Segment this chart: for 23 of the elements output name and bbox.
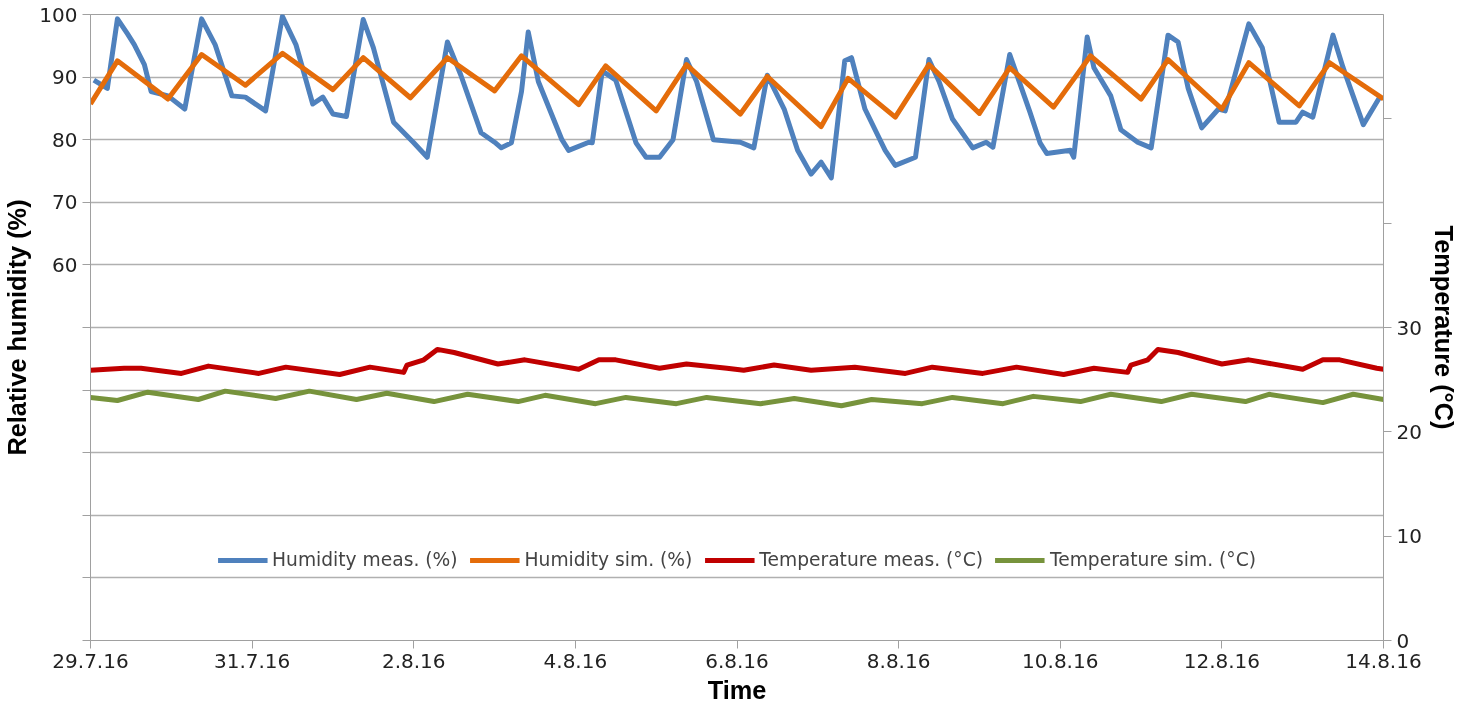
legend-label: Humidity meas. (%): [272, 549, 458, 570]
x-tick-label: 31.7.16: [213, 648, 291, 673]
y2-tick-label: 10: [1396, 524, 1422, 549]
legend-label: Humidity sim. (%): [524, 549, 693, 570]
x-axis-title: Time: [707, 675, 767, 704]
y2-axis-title: Temperature (°C): [1429, 225, 1458, 430]
x-tick-label: 12.8.16: [1183, 648, 1261, 673]
y-tick-label: 80: [52, 127, 78, 152]
y-tick-label: 100: [39, 2, 78, 27]
y2-tick-label: 30: [1396, 315, 1422, 340]
x-tick-label: 6.8.16: [705, 648, 769, 673]
legend-label: Temperature meas. (°C): [759, 549, 983, 570]
x-tick-label: 10.8.16: [1022, 648, 1099, 673]
x-tick-label: 4.8.16: [543, 648, 608, 673]
y-axis-title: Relative humidity (%): [3, 199, 32, 456]
x-tick-label: 29.7.16: [52, 648, 129, 673]
y-tick-label: 60: [52, 252, 78, 277]
y-tick-label: 70: [52, 190, 78, 215]
x-tick-label: 8.8.16: [866, 648, 931, 673]
y2-tick-label: 20: [1396, 419, 1422, 444]
x-tick-label: 2.8.16: [381, 648, 446, 673]
y-tick-label: 90: [52, 65, 78, 90]
legend-label: Temperature sim. (°C): [1049, 549, 1256, 570]
